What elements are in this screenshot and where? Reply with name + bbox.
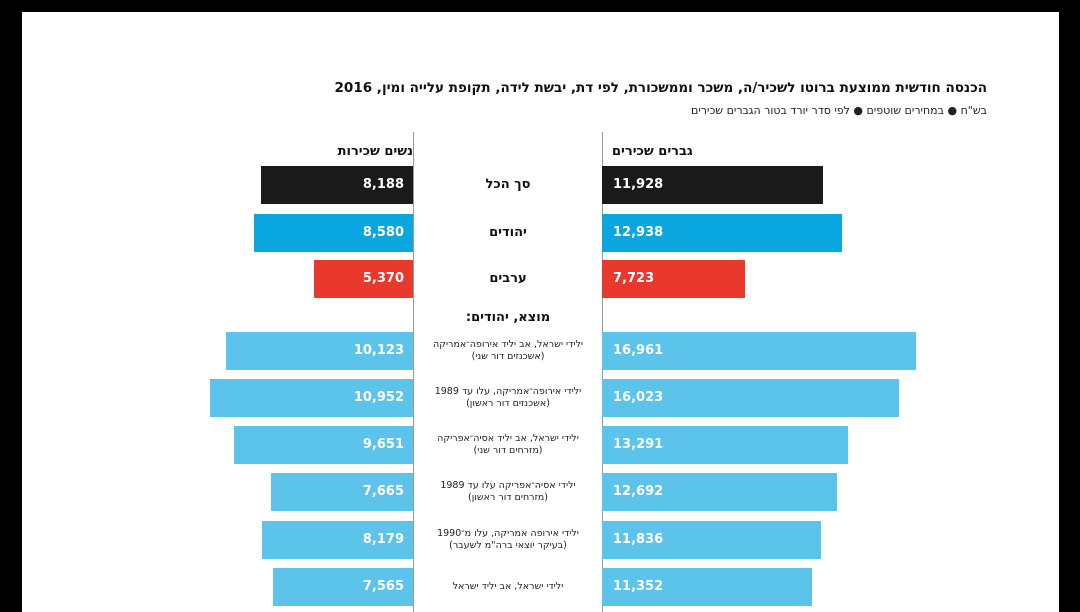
category-sublabel-line: ילידי אירופה־אמריקה, עלו עד 1989 <box>434 386 582 397</box>
bar-men <box>602 473 837 511</box>
men-column-header: גברים שכירים <box>612 144 693 159</box>
category-sublabel-line: (בעיקר יוצאי ברה"מ לשעבר) <box>449 540 567 551</box>
bar-men <box>602 166 823 204</box>
category-sublabel-line: ילידי אירופה אמריקה, עלו מ־1990 <box>437 528 579 539</box>
bar-women <box>313 260 413 298</box>
bar-women <box>234 426 413 464</box>
chart-page: הכנסה חודשית ממוצעת ברוטו לשכיר/ה, משכר … <box>22 12 1059 612</box>
bar-men <box>602 214 842 252</box>
category-label: ערבים <box>489 271 527 286</box>
bar-men <box>602 332 916 370</box>
data-label-men: 7,723 <box>613 271 655 286</box>
category-label: יהודים <box>489 225 527 240</box>
data-label-women: 7,665 <box>362 484 404 499</box>
category-sublabel-line: ילידי ישראל, אב יליד אירופה־אמריקה <box>433 339 583 350</box>
data-label-men: 16,023 <box>613 390 664 405</box>
chart-title: הכנסה חודשית ממוצעת ברוטו לשכיר/ה, משכר … <box>334 80 987 96</box>
category-sublabel: ילידי ישראל, אב יליד אירופה־אמריקה (אשכנז… <box>414 339 602 363</box>
bar-women <box>225 332 413 370</box>
bar-women <box>261 521 413 559</box>
bar-men <box>602 260 745 298</box>
category-sublabel-line: (מזרחים דור ראשון) <box>468 492 548 503</box>
category-sublabel: ילידי אירופה אמריקה, עלו מ־1990 (בעיקר יו… <box>414 528 602 552</box>
bar-men <box>602 521 822 559</box>
data-label-women: 8,580 <box>362 225 404 240</box>
data-label-men: 11,836 <box>613 532 664 547</box>
left-axis-line <box>413 132 414 612</box>
section-label-origin: מוצא, יהודים: <box>465 310 551 325</box>
bar-women <box>254 214 413 252</box>
data-label-women: 10,123 <box>353 343 404 358</box>
data-label-men: 11,352 <box>613 579 664 594</box>
category-sublabel-line: ילידי ישראל, אב יליד אסיה־אפריקה <box>437 433 579 444</box>
bar-men <box>602 568 813 606</box>
bar-men <box>602 379 899 417</box>
data-label-women: 8,179 <box>362 532 404 547</box>
data-label-women: 7,565 <box>362 579 404 594</box>
data-label-women: 8,188 <box>362 177 404 192</box>
category-sublabel-line: ילידי אסיה־אפריקה עלו עד 1989 <box>440 480 576 491</box>
data-label-men: 12,938 <box>613 225 664 240</box>
category-sublabel: ילידי ישראל, אב יליד ישראל <box>414 581 602 593</box>
data-label-women: 10,952 <box>353 390 404 405</box>
bar-women <box>272 568 413 606</box>
chart-subtitle: בש"ח ● במחירים שוטפים ● לפי סדר יורד בטו… <box>691 104 987 117</box>
category-sublabel: ילידי אסיה־אפריקה עלו עד 1989 (מזרחים דור… <box>414 480 602 504</box>
bar-women <box>210 379 413 417</box>
bar-women <box>271 473 413 511</box>
data-label-men: 13,291 <box>613 437 664 452</box>
category-sublabel-line: (אשכנזים דור ראשון) <box>466 398 550 409</box>
category-sublabel: ילידי ישראל, אב יליד אסיה־אפריקה (מזרחים … <box>414 433 602 457</box>
category-sublabel-line: (אשכנזים דור שני) <box>471 351 545 362</box>
data-label-women: 9,651 <box>362 437 404 452</box>
bar-women <box>261 166 413 204</box>
bar-men <box>602 426 849 464</box>
category-label: סך הכל <box>485 177 531 192</box>
data-label-men: 11,928 <box>613 177 664 192</box>
category-sublabel-line: ילידי ישראל, אב יליד ישראל <box>452 581 564 592</box>
right-axis-line <box>602 132 603 612</box>
women-column-header: נשים שכירות <box>337 144 413 159</box>
data-label-women: 5,370 <box>362 271 404 286</box>
data-label-men: 12,692 <box>613 484 664 499</box>
data-label-men: 16,961 <box>613 343 664 358</box>
category-sublabel: ילידי אירופה־אמריקה, עלו עד 1989 (אשכנזים… <box>414 386 602 410</box>
category-sublabel-line: (מזרחים דור שני) <box>473 445 543 456</box>
